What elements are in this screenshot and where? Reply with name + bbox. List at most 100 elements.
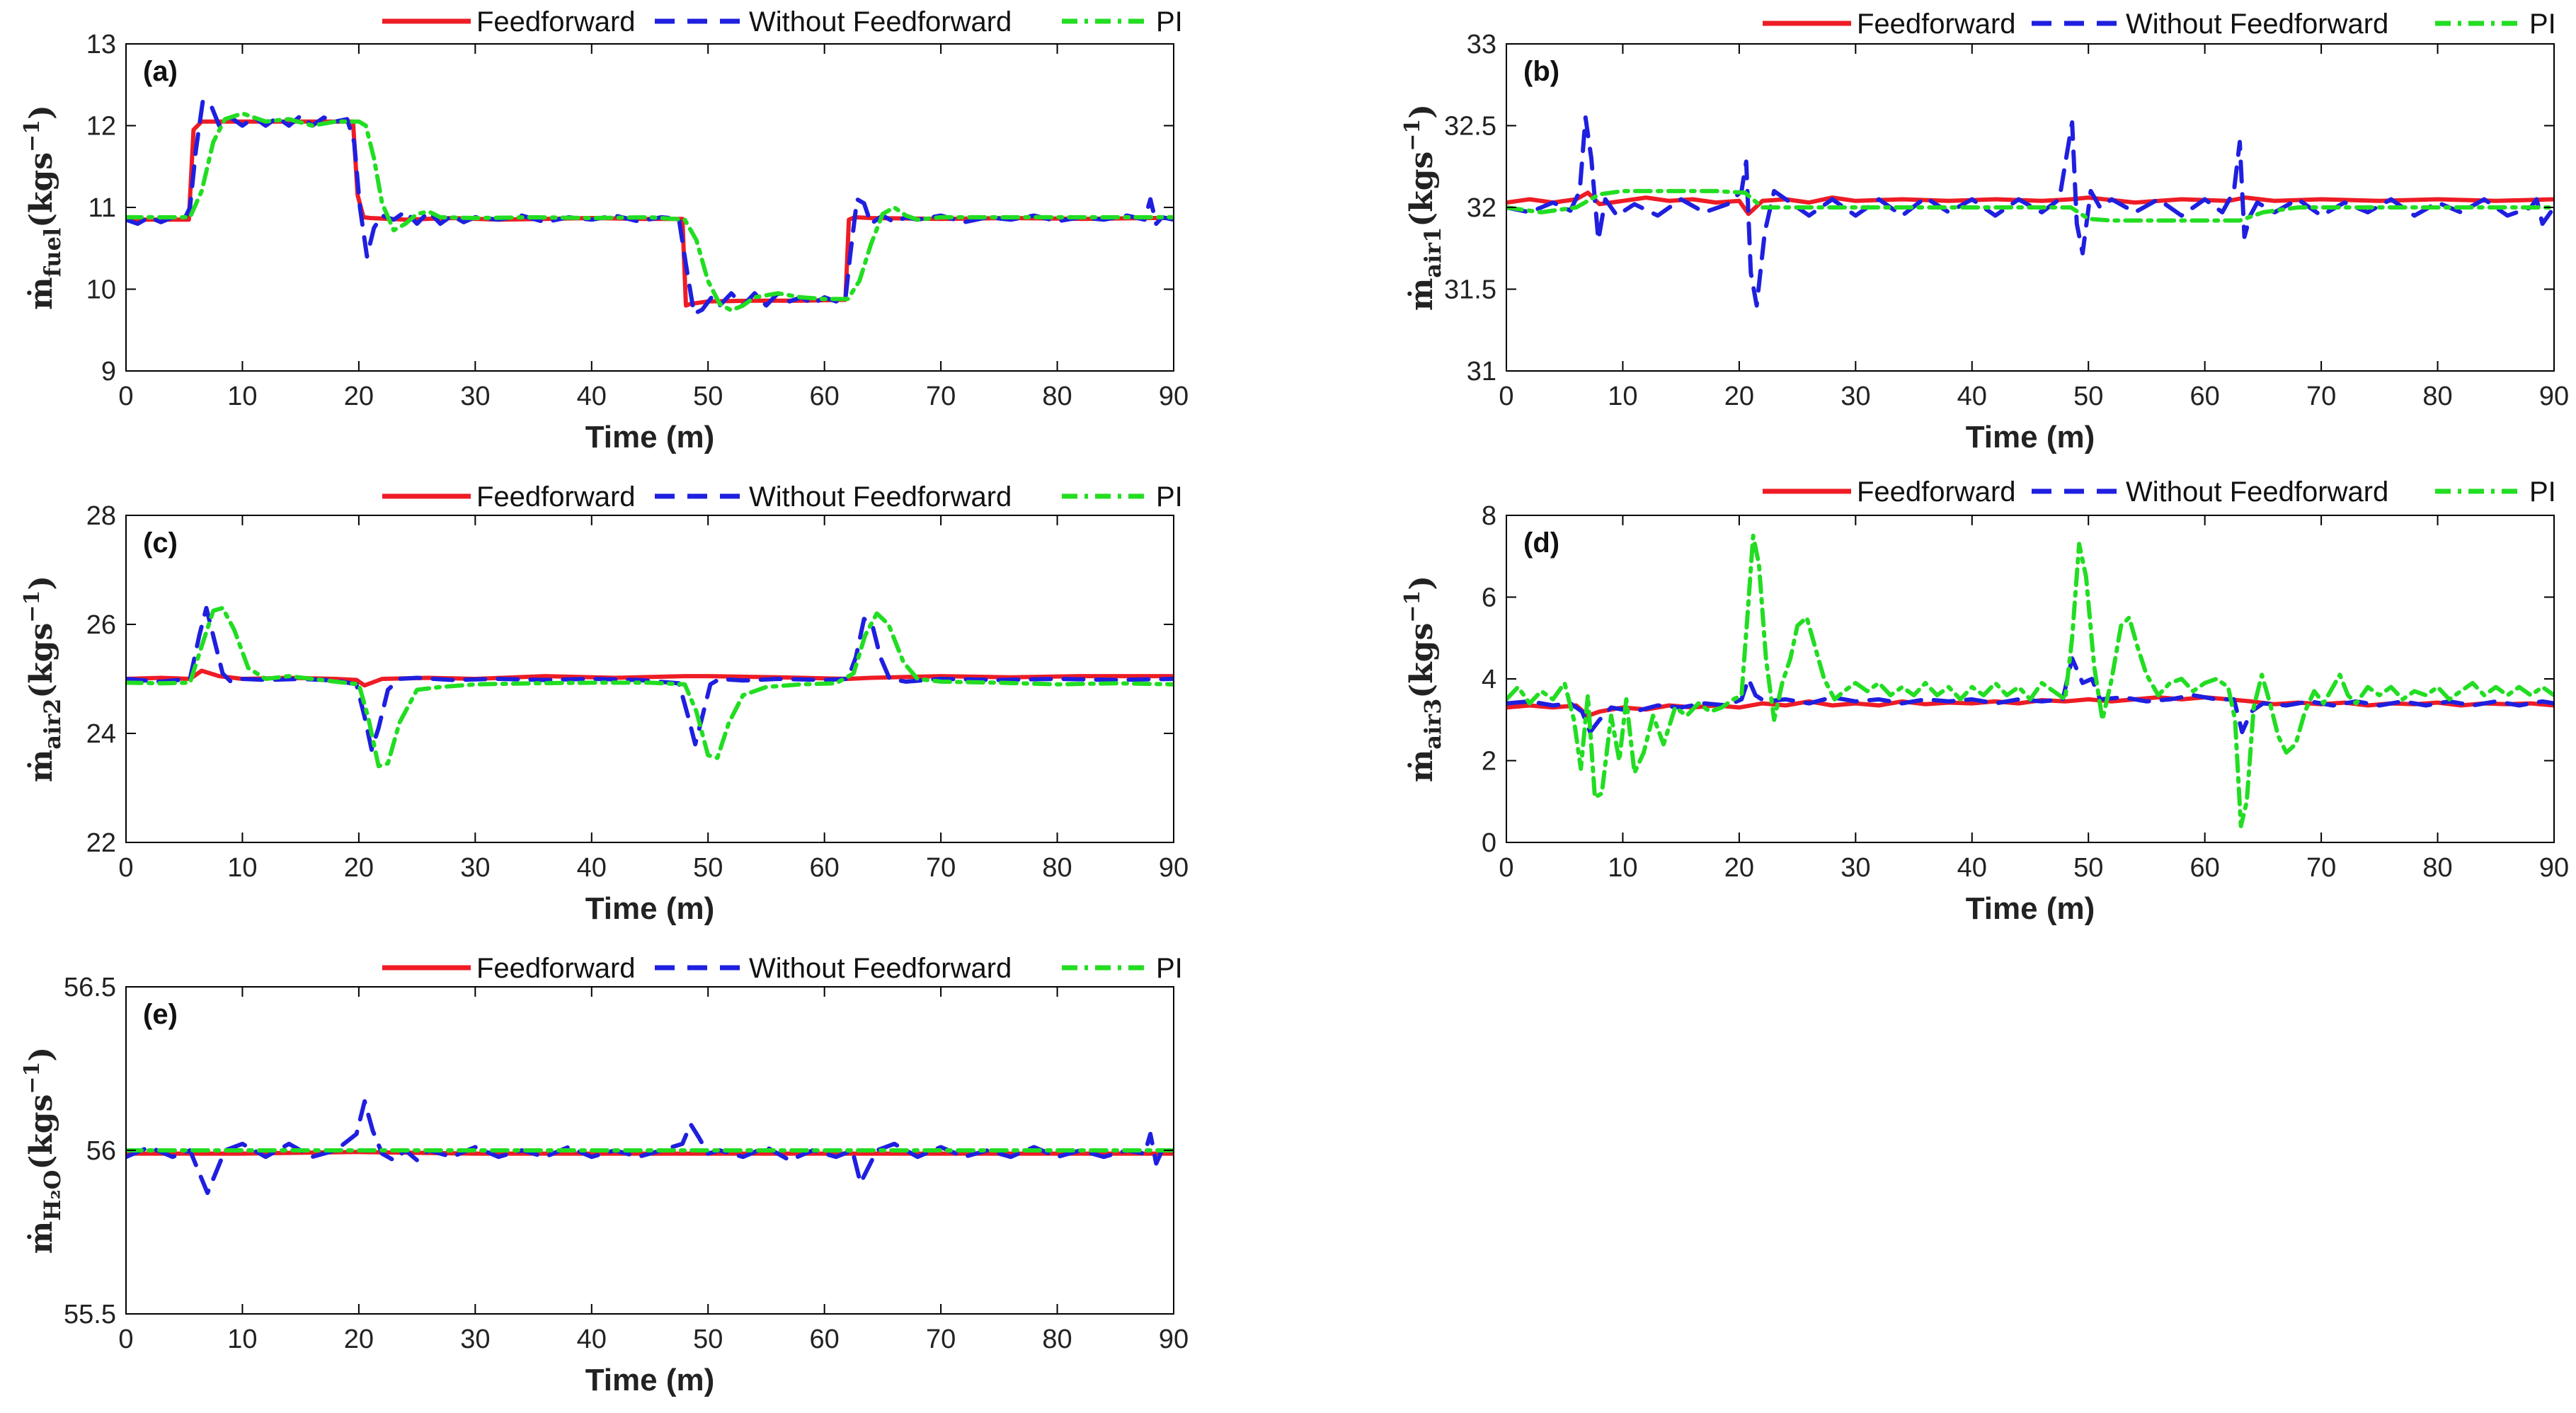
x-tick-label: 90 xyxy=(1159,853,1189,883)
y-tick-label: 4 xyxy=(1482,665,1496,694)
legend-label: Without Feedforward xyxy=(2126,8,2388,40)
x-tick-label: 60 xyxy=(2190,382,2220,411)
y-label-symbol: ṁ xyxy=(1404,750,1440,783)
x-tick-label: 40 xyxy=(1957,382,1987,411)
x-tick-label: 30 xyxy=(460,853,490,883)
legend-label: PI xyxy=(2529,476,2556,508)
chart-panel: 0 10 20 30 40 50 60 70 80 90 55.5 56 56.5 (e) Time (m)… xyxy=(20,953,1189,1397)
x-tick-label: 0 xyxy=(118,1325,133,1354)
x-tick-label: 30 xyxy=(460,1325,490,1354)
y-axis-label: ṁair3(kgs−1) xyxy=(1400,576,1446,782)
x-tick-label: 70 xyxy=(926,382,956,411)
legend-label: PI xyxy=(1156,481,1183,513)
x-tick-label: 20 xyxy=(1724,853,1754,883)
x-tick-label: 20 xyxy=(1724,382,1754,411)
plot-area-frame xyxy=(125,515,1174,843)
y-label-subscript: fuel xyxy=(39,228,66,278)
x-tick-label: 60 xyxy=(810,1325,840,1354)
y-label-close: ) xyxy=(1404,576,1440,590)
x-tick-label: 20 xyxy=(344,382,374,411)
y-tick-label: 55.5 xyxy=(64,1300,116,1329)
chart-panel: 0 10 20 30 40 50 60 70 80 90 22 24 26 28 (c) Time (m) ṁa… xyxy=(20,481,1189,926)
y-tick-label: 22 xyxy=(86,828,116,858)
series-line-without-feedforward xyxy=(1506,115,2554,308)
x-tick-label: 20 xyxy=(344,853,374,883)
y-tick-label: 33 xyxy=(1467,30,1496,59)
y-tick-label: 2 xyxy=(1482,747,1496,777)
x-tick-label: 80 xyxy=(2422,853,2452,883)
series-line-pi xyxy=(1506,188,2554,223)
legend-label: Feedforward xyxy=(1857,8,2016,40)
y-tick-label: 12 xyxy=(86,112,116,142)
x-tick-label: 70 xyxy=(2306,382,2336,411)
series-line-without-feedforward xyxy=(126,605,1174,753)
x-tick-label: 60 xyxy=(810,853,840,883)
x-tick-label: 30 xyxy=(1841,382,1870,411)
x-axis-label: Time (m) xyxy=(1966,420,2095,454)
y-label-close: ) xyxy=(1404,104,1440,119)
panel-label: (e) xyxy=(143,999,178,1030)
y-label-subscript: air1 xyxy=(1419,227,1446,278)
legend-label: PI xyxy=(1156,953,1183,984)
y-tick-label: 24 xyxy=(86,719,116,749)
legend: Feedforward Without Feedforward PI xyxy=(382,953,1183,984)
x-tick-label: 90 xyxy=(2539,853,2569,883)
x-tick-label: 50 xyxy=(2073,382,2103,411)
series-line-feedforward xyxy=(1506,695,2554,718)
legend: Feedforward Without Feedforward PI xyxy=(1763,8,2556,40)
y-label-exponent: −1 xyxy=(1400,119,1425,151)
chart-panel: 0 10 20 30 40 50 60 70 80 90 31 31.5 32 32.5 33 (b) Time… xyxy=(1400,8,2569,454)
y-label-close: ) xyxy=(23,576,59,590)
x-tick-label: 10 xyxy=(1608,853,1637,883)
y-axis-label: ṁfuel(kgs−1) xyxy=(20,105,66,310)
y-axis-label: ṁair1(kgs−1) xyxy=(1400,104,1446,311)
chart-panel: 0 10 20 30 40 50 60 70 80 90 9 10 11 12 13 (a) Time (m) ṁ… xyxy=(20,6,1189,454)
legend: Feedforward Without Feedforward PI xyxy=(382,481,1183,513)
x-tick-label: 0 xyxy=(118,382,133,411)
x-tick-label: 20 xyxy=(344,1325,374,1354)
x-tick-label: 10 xyxy=(1608,382,1637,411)
x-tick-label: 90 xyxy=(2539,382,2569,411)
y-label-unit: (kgs xyxy=(1404,151,1440,227)
x-tick-label: 40 xyxy=(577,853,607,883)
y-tick-label: 8 xyxy=(1482,501,1496,531)
x-tick-label: 50 xyxy=(693,382,723,411)
x-tick-label: 50 xyxy=(693,1325,723,1354)
y-tick-label: 28 xyxy=(86,501,116,531)
y-tick-label: 6 xyxy=(1482,583,1496,613)
legend-label: Without Feedforward xyxy=(2126,476,2388,508)
y-label-exponent: −1 xyxy=(20,1062,45,1094)
x-axis-label: Time (m) xyxy=(585,420,715,454)
x-tick-label: 10 xyxy=(227,1325,257,1354)
legend-label: PI xyxy=(2529,8,2556,40)
panel-label: (c) xyxy=(143,527,178,559)
series-line-pi xyxy=(126,111,1174,313)
plot-area-frame xyxy=(1506,515,2555,843)
y-label-subscript: H₂O xyxy=(39,1170,66,1221)
y-label-exponent: −1 xyxy=(20,590,45,623)
legend: Feedforward Without Feedforward PI xyxy=(1763,476,2556,508)
x-axis-label: Time (m) xyxy=(585,1363,715,1397)
y-label-close: ) xyxy=(23,1047,59,1062)
x-tick-label: 90 xyxy=(1159,1325,1189,1354)
x-tick-label: 60 xyxy=(2190,853,2220,883)
x-tick-label: 70 xyxy=(2306,853,2336,883)
y-tick-label: 26 xyxy=(86,610,116,640)
legend-label: Feedforward xyxy=(1857,476,2016,508)
x-tick-label: 70 xyxy=(926,1325,956,1354)
x-tick-label: 0 xyxy=(1499,382,1513,411)
x-tick-label: 90 xyxy=(1159,382,1189,411)
legend-label: PI xyxy=(1156,6,1183,38)
x-tick-label: 50 xyxy=(693,853,723,883)
y-label-symbol: ṁ xyxy=(23,277,59,310)
y-label-unit: (kgs xyxy=(1404,623,1440,699)
y-label-symbol: ṁ xyxy=(23,750,59,783)
x-tick-label: 70 xyxy=(926,853,956,883)
y-axis-label: ṁH₂O(kgs−1) xyxy=(20,1047,66,1254)
panel-label: (d) xyxy=(1523,527,1559,559)
x-tick-label: 50 xyxy=(2073,853,2103,883)
x-tick-label: 10 xyxy=(227,382,257,411)
y-tick-label: 32 xyxy=(1467,193,1496,223)
x-tick-label: 80 xyxy=(1042,382,1072,411)
y-tick-label: 56 xyxy=(86,1136,116,1166)
